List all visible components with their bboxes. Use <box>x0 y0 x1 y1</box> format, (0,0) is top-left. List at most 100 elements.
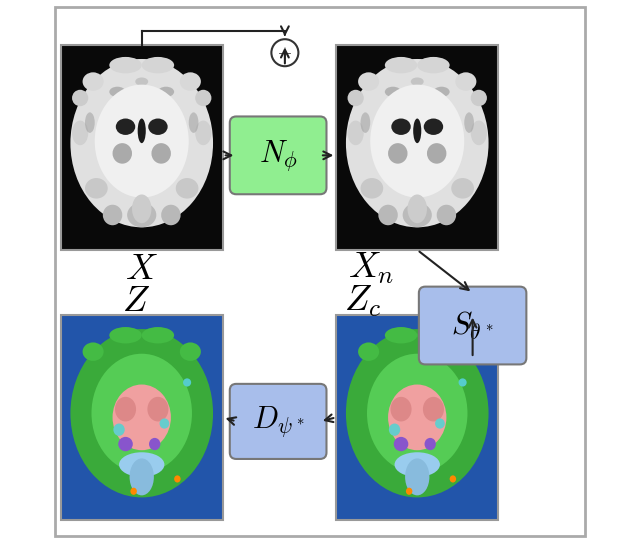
Ellipse shape <box>113 384 171 450</box>
Bar <box>336 315 499 520</box>
Text: $X$: $X$ <box>125 252 158 286</box>
Ellipse shape <box>406 488 412 495</box>
Ellipse shape <box>346 59 488 228</box>
Ellipse shape <box>471 121 487 145</box>
Ellipse shape <box>109 327 141 344</box>
Ellipse shape <box>195 121 211 145</box>
Ellipse shape <box>85 178 108 199</box>
Text: $S_{\theta^*}$: $S_{\theta^*}$ <box>451 310 494 342</box>
Ellipse shape <box>195 390 211 415</box>
Ellipse shape <box>433 87 450 97</box>
Bar <box>61 45 223 250</box>
Ellipse shape <box>72 90 88 106</box>
Ellipse shape <box>116 118 135 135</box>
Ellipse shape <box>176 178 198 199</box>
Ellipse shape <box>95 85 189 198</box>
Ellipse shape <box>348 121 364 145</box>
Ellipse shape <box>371 85 464 198</box>
Ellipse shape <box>189 112 198 133</box>
Ellipse shape <box>388 384 447 450</box>
Ellipse shape <box>427 143 447 163</box>
Ellipse shape <box>149 438 161 450</box>
Ellipse shape <box>141 57 174 73</box>
Ellipse shape <box>360 178 383 199</box>
Bar <box>336 45 499 250</box>
Ellipse shape <box>405 458 429 495</box>
Ellipse shape <box>394 452 440 477</box>
Text: $Z_c$: $Z_c$ <box>344 283 382 319</box>
Ellipse shape <box>385 57 417 73</box>
Ellipse shape <box>360 448 383 469</box>
Ellipse shape <box>403 203 432 228</box>
Ellipse shape <box>424 438 436 450</box>
Ellipse shape <box>115 397 136 421</box>
Ellipse shape <box>129 458 154 495</box>
Ellipse shape <box>417 57 450 73</box>
Ellipse shape <box>471 90 487 106</box>
Ellipse shape <box>385 87 401 97</box>
Ellipse shape <box>138 118 146 143</box>
Ellipse shape <box>358 72 379 91</box>
Circle shape <box>271 39 298 66</box>
Ellipse shape <box>131 488 137 495</box>
Ellipse shape <box>358 343 379 361</box>
Ellipse shape <box>70 59 213 228</box>
Ellipse shape <box>348 90 364 106</box>
Ellipse shape <box>360 112 371 133</box>
Ellipse shape <box>391 118 411 135</box>
Ellipse shape <box>195 90 211 106</box>
Ellipse shape <box>159 419 169 428</box>
Ellipse shape <box>127 203 156 228</box>
Ellipse shape <box>388 143 408 163</box>
Ellipse shape <box>455 72 476 91</box>
Ellipse shape <box>147 397 168 421</box>
Ellipse shape <box>141 327 174 344</box>
Ellipse shape <box>148 118 168 135</box>
Ellipse shape <box>113 143 132 163</box>
Ellipse shape <box>417 327 450 344</box>
Ellipse shape <box>436 205 456 225</box>
Ellipse shape <box>118 437 133 451</box>
Ellipse shape <box>152 143 171 163</box>
Ellipse shape <box>464 112 474 133</box>
FancyBboxPatch shape <box>230 384 326 459</box>
Ellipse shape <box>451 448 474 469</box>
Ellipse shape <box>435 419 445 428</box>
Ellipse shape <box>83 72 104 91</box>
Ellipse shape <box>348 390 364 415</box>
Ellipse shape <box>367 353 467 473</box>
Text: $X_n$: $X_n$ <box>348 251 394 286</box>
Ellipse shape <box>72 390 88 415</box>
Ellipse shape <box>423 397 444 421</box>
Ellipse shape <box>411 78 424 86</box>
Ellipse shape <box>459 378 467 387</box>
Ellipse shape <box>455 343 476 361</box>
Ellipse shape <box>132 194 152 223</box>
Ellipse shape <box>450 475 456 483</box>
Ellipse shape <box>390 397 412 421</box>
Ellipse shape <box>92 353 192 473</box>
FancyBboxPatch shape <box>230 116 326 194</box>
Ellipse shape <box>109 57 141 73</box>
Ellipse shape <box>394 437 408 451</box>
Ellipse shape <box>413 118 421 143</box>
Ellipse shape <box>85 112 95 133</box>
Ellipse shape <box>176 448 198 469</box>
Ellipse shape <box>72 121 88 145</box>
Ellipse shape <box>180 343 201 361</box>
Ellipse shape <box>451 178 474 199</box>
Ellipse shape <box>471 390 487 415</box>
Bar <box>61 315 223 520</box>
Ellipse shape <box>103 205 122 225</box>
Ellipse shape <box>109 87 125 97</box>
Ellipse shape <box>389 424 400 436</box>
Ellipse shape <box>119 452 164 477</box>
Ellipse shape <box>180 72 201 91</box>
Text: $Z$: $Z$ <box>122 284 150 318</box>
Ellipse shape <box>83 343 104 361</box>
Ellipse shape <box>346 329 488 497</box>
FancyBboxPatch shape <box>419 287 526 364</box>
Ellipse shape <box>183 378 191 387</box>
Ellipse shape <box>158 87 174 97</box>
Text: $+$: $+$ <box>277 43 292 62</box>
